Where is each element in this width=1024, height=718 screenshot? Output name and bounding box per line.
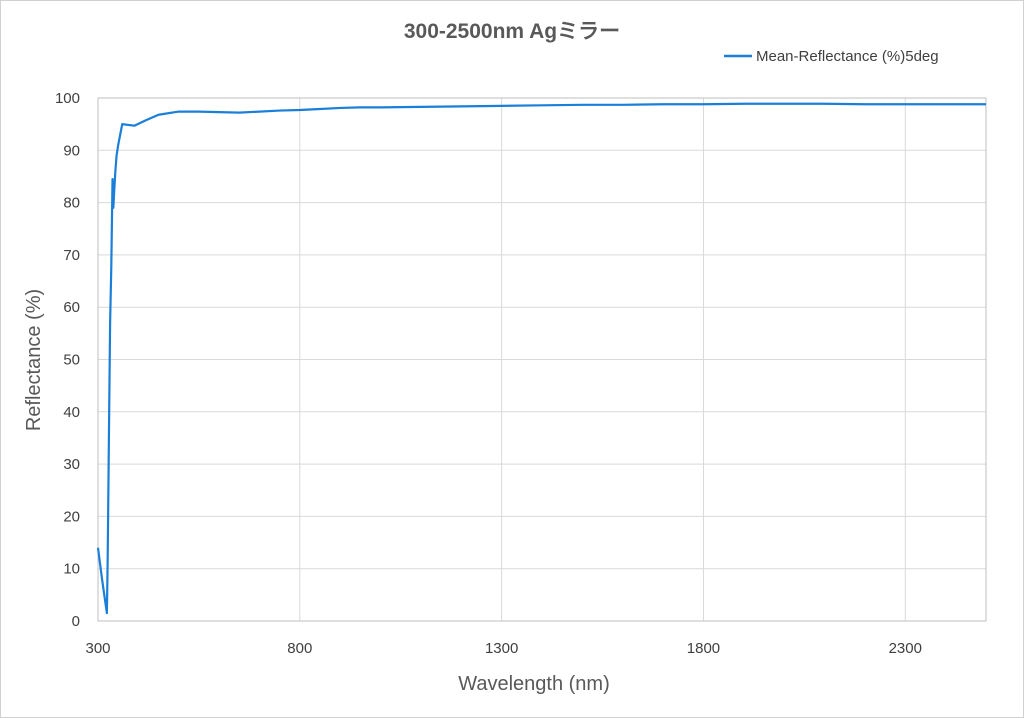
x-tick-label: 1800 [687,640,720,657]
y-axis-label: Reflectance (%) [23,289,45,431]
y-tick-label: 60 [63,299,80,316]
gridlines [98,98,986,621]
y-tick-label: 100 [55,90,80,107]
y-tick-label: 70 [63,247,80,264]
y-tick-label: 40 [63,404,80,421]
x-axis-label: Wavelength (nm) [458,673,610,695]
series-line-mean-reflectance [96,102,986,615]
y-axis: 0 10 20 30 40 50 60 70 80 90 100 [55,90,80,630]
plot-area [97,97,987,622]
y-tick-label: 10 [63,561,80,578]
legend: Mean-Reflectance (%)5deg [724,48,939,65]
x-axis: 300 800 1300 1800 2300 [85,640,921,657]
y-tick-label: 80 [63,195,80,212]
x-tick-label: 300 [85,640,110,657]
y-tick-label: 90 [63,142,80,159]
y-tick-label: 20 [63,508,80,525]
x-tick-label: 1300 [485,640,518,657]
legend-entry: Mean-Reflectance (%)5deg [756,48,939,65]
y-tick-label: 0 [72,613,80,630]
y-tick-label: 30 [63,456,80,473]
x-tick-label: 800 [287,640,312,657]
chart-title: 300-2500nm Agミラー [404,20,620,43]
series-layer [96,102,986,615]
y-tick-label: 50 [63,352,80,369]
x-tick-label: 2300 [889,640,922,657]
